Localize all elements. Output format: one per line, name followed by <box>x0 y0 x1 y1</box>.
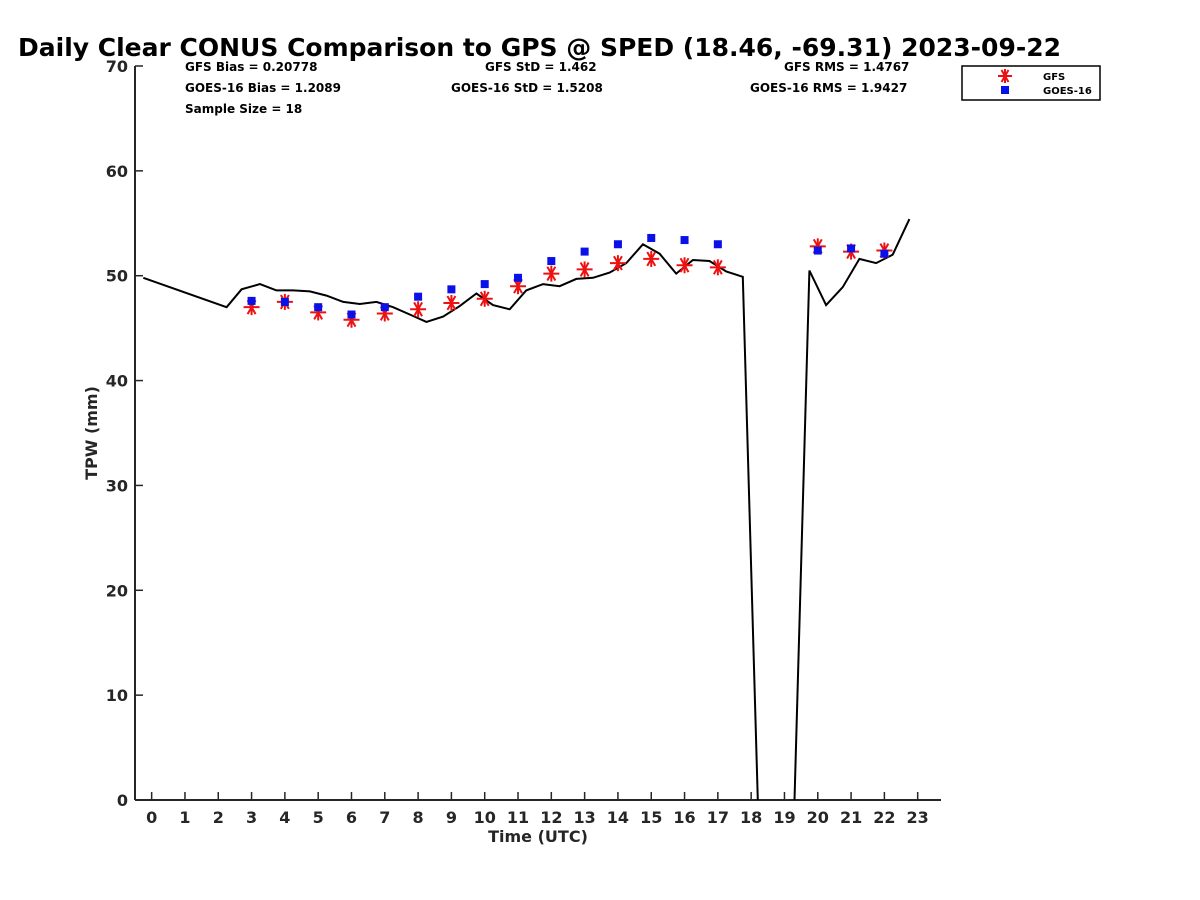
goes-point <box>713 240 722 249</box>
x-tick-label: 6 <box>346 808 357 827</box>
x-tick-label: 10 <box>474 808 496 827</box>
x-tick-label: 21 <box>840 808 862 827</box>
stat-gfs-rms: GFS RMS = 1.4767 <box>784 60 909 74</box>
goes-point <box>647 233 656 242</box>
goes-point <box>280 297 289 306</box>
goes-point <box>480 280 489 289</box>
goes-point <box>680 236 689 245</box>
x-tick-label: 22 <box>873 808 895 827</box>
gfs-point <box>543 265 560 282</box>
chart-title: Daily Clear CONUS Comparison to GPS @ SP… <box>18 33 1061 62</box>
goes-point <box>414 292 423 301</box>
y-tick-label: 50 <box>106 267 128 286</box>
goes-point <box>547 257 556 266</box>
legend-box <box>961 65 1101 101</box>
gfs-point <box>609 255 626 272</box>
legend: GFS GOES-16 <box>961 65 1101 101</box>
stat-goes-rms: GOES-16 RMS = 1.9427 <box>750 81 907 95</box>
x-tick-label: 8 <box>413 808 424 827</box>
y-tick-label: 40 <box>106 372 128 391</box>
x-axis-label: Time (UTC) <box>488 827 588 846</box>
y-tick-label: 30 <box>106 476 128 495</box>
legend-goes-marker <box>1001 86 1009 94</box>
y-tick-label: 0 <box>117 791 128 810</box>
x-tick-label: 0 <box>146 808 157 827</box>
stat-goes-bias: GOES-16 Bias = 1.2089 <box>185 81 341 95</box>
x-tick-label: 2 <box>213 808 224 827</box>
goes-point <box>447 285 456 294</box>
x-tick-label: 13 <box>573 808 595 827</box>
y-tick-label: 70 <box>106 57 128 76</box>
goes-point <box>880 249 889 258</box>
gfs-point <box>410 301 427 318</box>
x-tick-label: 7 <box>379 808 390 827</box>
gfs-point <box>676 257 693 274</box>
x-tick-label: 4 <box>279 808 290 827</box>
x-tick-label: 14 <box>607 808 629 827</box>
goes-point <box>314 303 323 312</box>
goes-point <box>247 296 256 305</box>
goes-point <box>613 240 622 249</box>
x-tick-label: 23 <box>907 808 929 827</box>
x-tick-label: 18 <box>740 808 762 827</box>
gps-series-line <box>142 243 759 801</box>
x-tick-label: 20 <box>807 808 829 827</box>
gfs-point <box>476 290 493 307</box>
gfs-point <box>443 294 460 311</box>
y-tick-label: 20 <box>106 581 128 600</box>
stat-gfs-std: GFS StD = 1.462 <box>485 60 597 74</box>
x-tick-label: 5 <box>313 808 324 827</box>
legend-gfs-marker <box>998 69 1012 83</box>
x-tick-label: 16 <box>673 808 695 827</box>
x-tick-label: 19 <box>773 808 795 827</box>
gfs-point <box>709 259 726 276</box>
y-axis-label: TPW (mm) <box>82 386 101 480</box>
legend-gfs-asterisk <box>998 69 1012 83</box>
x-tick-label: 9 <box>446 808 457 827</box>
goes-point <box>813 246 822 255</box>
goes-point <box>847 244 856 253</box>
legend-gfs-label: GFS <box>1043 72 1065 83</box>
legend-goes-label: GOES-16 <box>1043 86 1092 97</box>
y-tick-label: 60 <box>106 162 128 181</box>
stat-sample-size: Sample Size = 18 <box>185 102 302 116</box>
gfs-point <box>576 261 593 278</box>
x-tick-label: 12 <box>540 808 562 827</box>
stat-gfs-bias: GFS Bias = 0.20778 <box>185 60 317 74</box>
goes-point <box>514 273 523 282</box>
y-tick-label: 10 <box>106 686 128 705</box>
x-tick-label: 11 <box>507 808 529 827</box>
stat-goes-std: GOES-16 StD = 1.5208 <box>451 81 603 95</box>
goes-point <box>380 303 389 312</box>
x-tick-label: 17 <box>707 808 729 827</box>
gps-series-line <box>793 218 911 801</box>
x-tick-label: 15 <box>640 808 662 827</box>
x-tick-label: 1 <box>179 808 190 827</box>
goes-point <box>347 310 356 319</box>
gfs-point <box>643 250 660 267</box>
plot-area: 0 1 2 3 4 5 6 7 8 9 10 11 12 13 14 15 16 17 18 19 20 21 22 2301… <box>106 57 941 827</box>
x-tick-label: 3 <box>246 808 257 827</box>
goes-point <box>580 247 589 256</box>
